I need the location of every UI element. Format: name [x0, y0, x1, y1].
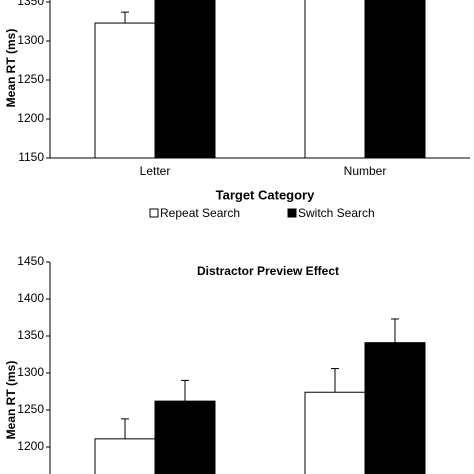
y-tick-label: 1400	[17, 291, 44, 305]
x-axis-title: Target Category	[216, 187, 315, 202]
bar	[304, 0, 366, 159]
y-tick-label: 1200	[17, 111, 44, 125]
chart-title: Distractor Preview Effect	[197, 264, 339, 278]
bar	[364, 342, 426, 474]
bar	[154, 400, 216, 474]
bar	[94, 22, 156, 159]
y-tick-label: 1300	[17, 33, 44, 47]
y-tick-label: 1350	[17, 0, 44, 8]
y-tick-label: 1250	[17, 402, 44, 416]
bar	[154, 0, 216, 159]
y-tick-label: 1200	[17, 439, 44, 453]
y-axis-title: Mean RT (ms)	[4, 29, 18, 108]
legend-label: Switch Search	[298, 206, 375, 220]
y-tick-label: 1250	[17, 72, 44, 86]
bar	[94, 438, 156, 474]
x-tick-label: Letter	[140, 164, 171, 178]
bar	[364, 0, 426, 159]
y-tick-label: 1300	[17, 365, 44, 379]
y-tick-label: 1450	[17, 254, 44, 268]
x-tick-label: Number	[344, 164, 387, 178]
y-tick-label: 1350	[17, 328, 44, 342]
bar	[304, 391, 366, 474]
legend-label: Repeat Search	[160, 206, 240, 220]
y-axis-title: Mean RT (ms)	[4, 361, 18, 440]
legend-swatch	[287, 208, 297, 218]
y-tick-label: 1150	[18, 150, 44, 164]
legend-swatch	[149, 208, 159, 218]
